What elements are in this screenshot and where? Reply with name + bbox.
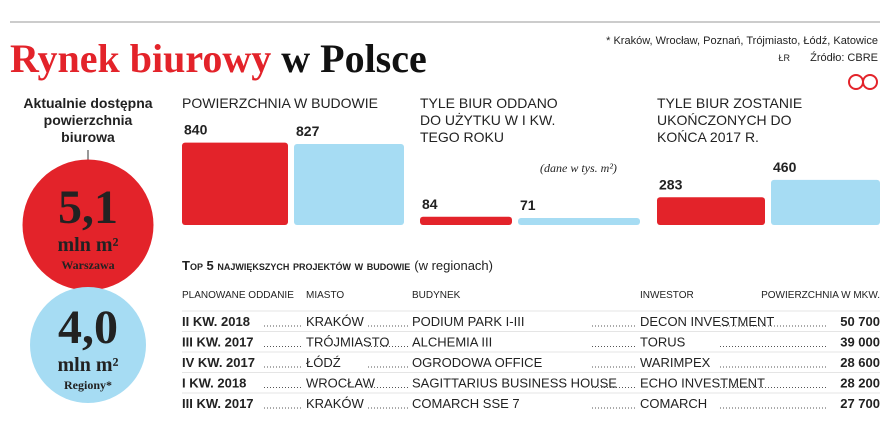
chart-title: POWIERZCHNIA W BUDOWIE: [182, 95, 378, 111]
available-title: biurowa: [61, 129, 115, 145]
table-cell: III KW. 2017: [182, 396, 254, 411]
circle-label: Warszawa: [61, 258, 114, 272]
bar: [771, 179, 880, 225]
table-cell: SAGITTARIUS BUSINESS HOUSE: [412, 376, 617, 391]
bar-label: 283: [659, 176, 683, 192]
title-red: Rynek biurowy: [10, 36, 271, 81]
chart-title: TEGO ROKU: [420, 129, 504, 145]
table-cell: III KW. 2017: [182, 335, 254, 350]
column-header: MIASTO: [306, 290, 344, 301]
table-cell: WARIMPEX: [640, 355, 711, 370]
bar: [294, 143, 404, 225]
table-cell: DECON INVESTMENT: [640, 314, 774, 329]
table-cell: 28 200: [840, 376, 880, 391]
column-header: BUDYNEK: [412, 290, 461, 301]
table-cell: COMARCH SSE 7: [412, 396, 520, 411]
table-title: Top 5 największych projektów w budowie (w…: [182, 258, 493, 273]
circle-value: 4,0: [58, 301, 118, 354]
bar: [420, 216, 512, 225]
chart-title: KOŃCA 2017 R.: [657, 129, 759, 145]
source: Źródło: CBRE: [810, 51, 878, 64]
bar-label: 84: [422, 196, 438, 212]
table-cell: ŁÓDŹ: [306, 355, 341, 370]
logo: [848, 74, 878, 90]
table-cell: 39 000: [840, 335, 880, 350]
column-header: PLANOWANE ODDANIE: [182, 290, 294, 301]
table-cell: WROCŁAW: [306, 376, 376, 391]
circle-label: Regiony*: [64, 378, 112, 392]
table-cell: II KW. 2018: [182, 314, 250, 329]
table-subtitle: (w regionach): [414, 258, 493, 273]
bar: [518, 218, 640, 225]
table-cell: TRÓJMIASTO: [306, 335, 390, 350]
table-cell: TORUS: [640, 335, 686, 350]
table-cell: KRAKÓW: [306, 396, 365, 411]
table-cell: ECHO INVESTMENT: [640, 376, 765, 391]
available-title: Aktualnie dostępna: [23, 95, 152, 111]
bar-label: 840: [184, 122, 208, 138]
table-title-main: Top 5 największych projektów w budowie: [182, 258, 410, 273]
table-cell: IV KW. 2017: [182, 355, 255, 370]
chart-title: UKOŃCZONYCH DO: [657, 112, 792, 128]
circle-unit: mln m²: [58, 234, 119, 256]
available-title: powierzchnia: [44, 112, 133, 128]
table-cell: I KW. 2018: [182, 376, 246, 391]
bar-label: 827: [296, 123, 320, 139]
circle-unit: mln m²: [58, 354, 119, 376]
author: ŁR: [778, 53, 790, 63]
circle-value: 5,1: [58, 181, 118, 234]
circle: [30, 287, 146, 403]
table-cell: KRAKÓW: [306, 314, 365, 329]
chart-title: TYLE BIUR ODDANO: [420, 95, 558, 111]
table-cell: 50 700: [840, 314, 880, 329]
table-cell: 28 600: [840, 355, 880, 370]
column-header: POWIERZCHNIA W MKW.: [761, 290, 880, 301]
title: Rynek biurowy w Polsce: [10, 36, 427, 81]
table-cell: COMARCH: [640, 396, 707, 411]
table-cell: OGRODOWA OFFICE: [412, 355, 543, 370]
chart-title: DO UŻYTKU W I KW.: [420, 111, 555, 128]
chart-title: TYLE BIUR ZOSTANIE: [657, 95, 802, 111]
column-header: INWESTOR: [640, 290, 694, 301]
note: * Kraków, Wrocław, Poznań, Trójmiasto, Ł…: [606, 35, 878, 47]
table-cell: PODIUM PARK I-III: [412, 314, 524, 329]
table-cell: ALCHEMIA III: [412, 335, 492, 350]
table-cell: 27 700: [840, 396, 880, 411]
bar-label: 460: [773, 159, 797, 175]
unit-note: (dane w tys. m²): [540, 161, 617, 175]
title-black: w Polsce: [281, 36, 427, 81]
bar-label: 71: [520, 197, 536, 213]
bar: [657, 197, 765, 225]
circle: [22, 159, 154, 291]
bar: [182, 142, 288, 225]
